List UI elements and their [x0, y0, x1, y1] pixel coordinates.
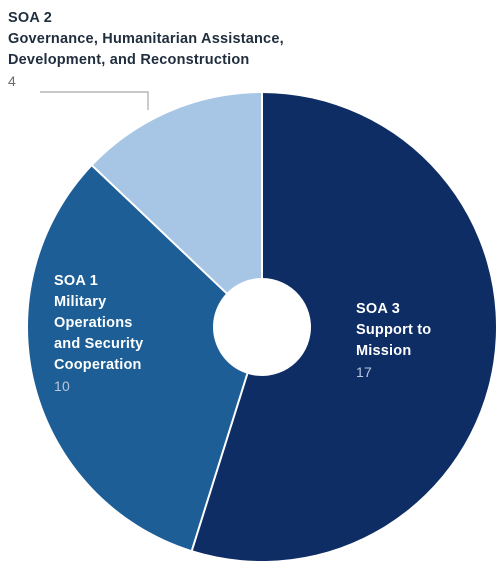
soa2-label-line: SOA 2 — [8, 10, 52, 26]
soa3-label-line: Mission — [356, 343, 412, 359]
slice-separator — [90, 164, 228, 295]
soa2-label-line: Governance, Humanitarian Assistance, — [8, 31, 284, 47]
soa1-label-line: SOA 1 — [54, 273, 98, 289]
slice-label-soa2: SOA 2 Governance, Humanitarian Assistanc… — [8, 8, 284, 92]
slice-label-soa3: SOA 3 Support to Mission 17 — [356, 299, 431, 383]
soa2-value: 4 — [8, 73, 16, 89]
soa3-value: 17 — [356, 364, 372, 380]
slice-soa3 — [191, 93, 496, 561]
soa1-label-line: and Security — [54, 336, 144, 352]
soa2-label-line: Development, and Reconstruction — [8, 52, 250, 68]
soa3-label-line: Support to — [356, 322, 432, 338]
soa2-leader-line — [40, 91, 149, 110]
slice-separator — [190, 372, 249, 552]
soa1-value: 10 — [54, 378, 70, 394]
soa1-label-line: Operations — [54, 315, 133, 331]
soa3-label-line: SOA 3 — [356, 301, 400, 317]
soa1-label-line: Cooperation — [54, 357, 142, 373]
soa1-label-line: Military — [54, 294, 107, 310]
slice-soa2 — [92, 93, 262, 294]
slice-label-soa1: SOA 1 Military Operations and Security C… — [54, 271, 143, 397]
